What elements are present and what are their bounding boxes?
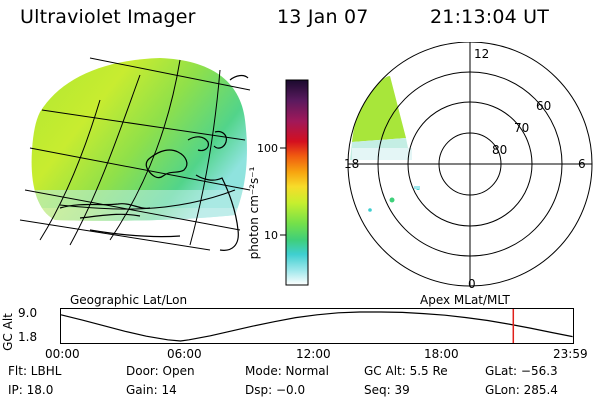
mlt-label-6: 6 <box>578 157 586 171</box>
timeline-xtick-0600: 06:00 <box>167 347 202 361</box>
timeline-xtick-1200: 12:00 <box>296 347 331 361</box>
timeline-y-label: GC Alt <box>1 313 15 351</box>
timeline-xtick-1800: 18:00 <box>424 347 459 361</box>
polar-panel-label: Apex MLat/MLT <box>420 293 510 307</box>
mlt-label-12: 12 <box>474 47 489 61</box>
gc-alt-readout: GC Alt: 5.5 Re <box>364 364 448 378</box>
mlt-label-18: 18 <box>344 157 359 171</box>
glat-readout: GLat: −56.3 <box>485 364 558 378</box>
timeline-y-label-wrap: GC Alt <box>1 312 15 352</box>
timeline-ytick-max: 9.0 <box>18 306 38 320</box>
lat-label-80: 80 <box>492 143 507 157</box>
polar-plot: 12 18 6 0 60 70 80 <box>344 42 593 291</box>
coastline <box>59 74 249 251</box>
door-readout: Door: Open <box>126 364 195 378</box>
ip-readout: IP: 18.0 <box>8 383 54 397</box>
geographic-image <box>19 57 251 251</box>
filter-readout: Flt: LBHL <box>8 364 62 378</box>
dsp-readout: Dsp: −0.0 <box>245 383 306 397</box>
polar-grid <box>347 42 593 287</box>
colorbar-unit-label: photon cm⁻²s⁻¹ <box>247 166 261 259</box>
polar-emission-region <box>352 76 406 142</box>
mode-readout: Mode: Normal <box>245 364 329 378</box>
timeline-xtick-0000: 00:00 <box>45 347 80 361</box>
intensity-colorbar: 100 10 photon cm⁻²s⁻¹ <box>247 79 309 286</box>
geo-emission-region <box>31 58 247 221</box>
timeline-ytick-min: 1.8 <box>18 330 38 344</box>
instrument-title: Ultraviolet Imager <box>20 6 196 28</box>
altitude-curve <box>60 311 573 342</box>
colorbar-tick-10: 10 <box>264 229 278 242</box>
colorbar-tick-100: 100 <box>257 142 278 155</box>
colorbar-gradient <box>285 79 309 286</box>
image-date: 13 Jan 07 <box>277 6 369 28</box>
timeline-xtick-2359: 23:59 <box>553 347 588 361</box>
geo-panel-label: Geographic Lat/Lon <box>70 293 188 307</box>
gain-readout: Gain: 14 <box>126 383 177 397</box>
altitude-timeline <box>60 308 574 344</box>
image-time: 21:13:04 UT <box>430 6 550 28</box>
lat-label-60: 60 <box>536 99 551 113</box>
seq-readout: Seq: 39 <box>364 383 410 397</box>
geo-grid-lines <box>19 57 251 251</box>
lat-label-70: 70 <box>514 121 529 135</box>
mlt-label-0: 0 <box>468 277 476 291</box>
glon-readout: GLon: 285.4 <box>485 383 558 397</box>
